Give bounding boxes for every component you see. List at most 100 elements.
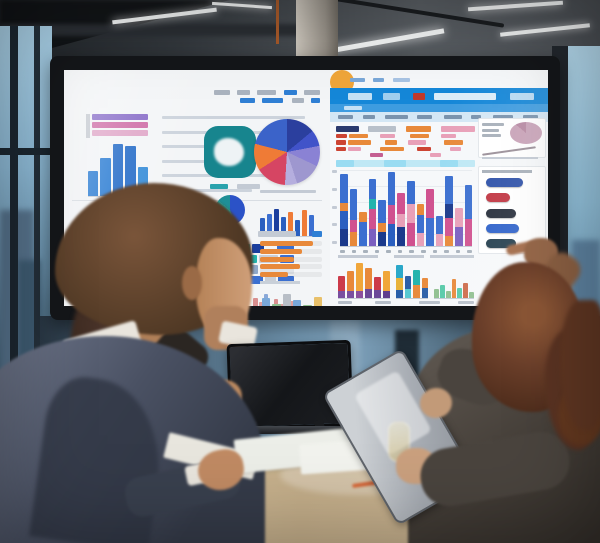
chart-element (454, 208, 463, 246)
chart-element (445, 176, 453, 246)
chart-element (230, 184, 235, 189)
chart-element (336, 160, 355, 167)
pie-chart-main (254, 119, 320, 185)
chart-element (426, 189, 434, 218)
chart-element (464, 115, 469, 119)
chart-element (457, 301, 474, 304)
chart-element (349, 231, 358, 246)
chart-element (445, 235, 453, 246)
chart-element (356, 160, 382, 167)
chart-element (397, 227, 406, 246)
toolbar-row (214, 90, 320, 95)
chart-element (410, 115, 415, 119)
chart-element (380, 146, 404, 151)
chart-element (92, 122, 148, 128)
chart-element (464, 185, 473, 246)
chart-element (368, 179, 377, 246)
chart-element (251, 244, 265, 253)
chart-element (137, 166, 149, 196)
chart-element (384, 115, 408, 119)
chart-element (451, 250, 454, 253)
nav-band3-items (338, 115, 539, 119)
chart-element (312, 231, 322, 237)
nav-band-tertiary (330, 112, 548, 122)
person-left-ear (182, 266, 202, 300)
chart-element (370, 250, 373, 253)
chart-element (433, 126, 439, 132)
chart-element (336, 146, 346, 151)
person-right-hair-edge (560, 300, 600, 430)
nav-band-secondary (330, 104, 548, 112)
chart-element (416, 204, 425, 246)
chart-element (298, 231, 311, 237)
chart-element (358, 250, 361, 253)
chart-element (348, 93, 372, 100)
chart-element (439, 160, 459, 167)
chart-element (407, 223, 415, 246)
chart-element (362, 115, 376, 119)
chart-element (398, 126, 404, 132)
dashboard-right (330, 70, 548, 306)
chart-element (350, 78, 365, 82)
chart-element (463, 147, 475, 151)
chart-element (277, 275, 294, 284)
chart-element (406, 126, 432, 132)
chart-element (383, 270, 390, 292)
chart-element (462, 250, 465, 253)
chart-element (336, 140, 475, 145)
chart-element (92, 122, 148, 128)
chart-element (454, 227, 463, 246)
chart-element (332, 205, 337, 209)
chart-element (349, 220, 358, 232)
chart-element (486, 178, 540, 187)
chart-element (396, 265, 403, 298)
chart-element (260, 264, 301, 270)
chart-element (396, 278, 403, 290)
y-axis-ticks (332, 170, 339, 244)
chart-element (510, 93, 534, 100)
chart-element (332, 187, 337, 191)
heatmap-table (336, 134, 475, 151)
chart-element (349, 189, 358, 246)
chart-element (434, 93, 497, 100)
chart-element (340, 250, 472, 253)
chart-element (393, 78, 411, 82)
chart-element (451, 279, 457, 298)
chart-element (442, 301, 456, 304)
chart-element (386, 250, 391, 253)
power-cable (276, 0, 279, 44)
chart-element (445, 218, 453, 236)
chart-element (458, 134, 475, 138)
chart-element (431, 134, 439, 138)
chart-element (336, 134, 475, 139)
chart-element (262, 298, 271, 306)
chart-element (356, 262, 363, 298)
chart-element (460, 160, 475, 167)
chart-element (340, 229, 348, 246)
chart-element (260, 241, 322, 246)
chart-element (355, 115, 360, 119)
monitor-stand-base (252, 426, 352, 434)
chart-element (443, 140, 464, 145)
chart-element (454, 208, 463, 227)
chart-element (421, 278, 428, 289)
chart-element (340, 202, 348, 212)
chart-element (374, 250, 380, 253)
chart-element (433, 147, 448, 151)
chart-element (214, 90, 320, 95)
chart-element (374, 276, 381, 298)
chart-element (210, 184, 229, 189)
chart-element (397, 250, 403, 253)
chart-element (397, 192, 406, 246)
chart-element (445, 290, 451, 298)
chart-element (407, 204, 415, 224)
bottom-bar-chart-green (434, 266, 475, 299)
chart-element (349, 189, 358, 221)
chart-element (455, 250, 461, 253)
chart-element (338, 115, 354, 119)
chart-element (276, 244, 294, 253)
chart-element (267, 213, 272, 236)
chart-element (432, 250, 438, 253)
chart-element (397, 214, 406, 228)
